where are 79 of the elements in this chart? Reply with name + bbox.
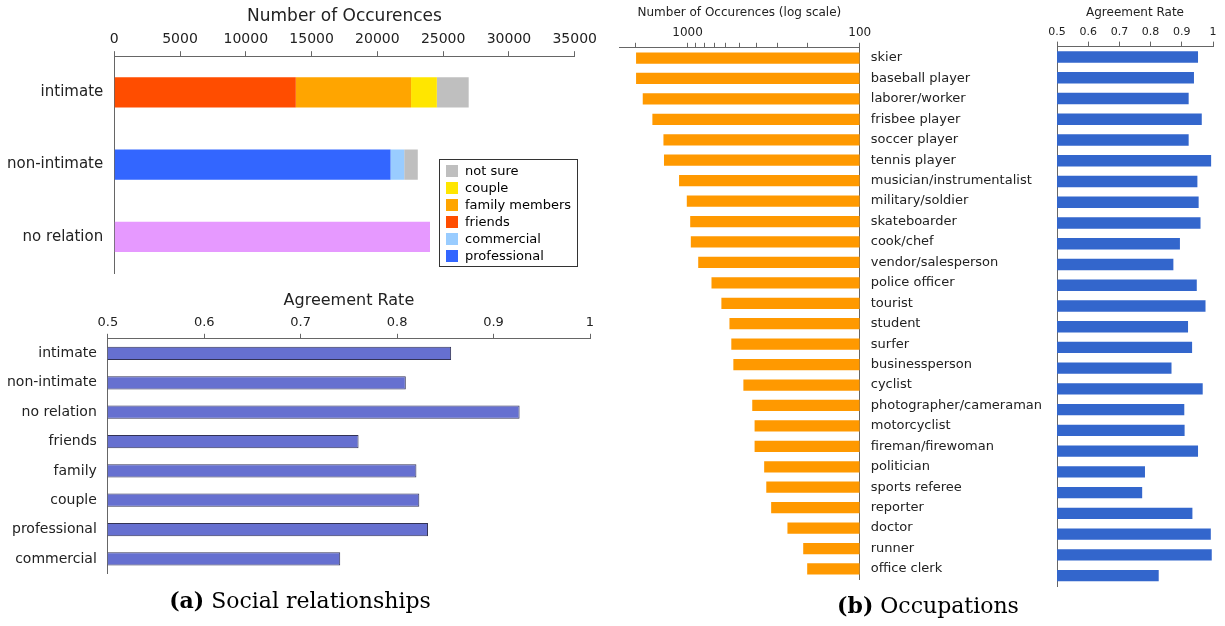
y-tick-label: surfer <box>870 335 910 351</box>
x-tick-label: 0.5 <box>97 314 119 330</box>
y-tick-label: motorcyclist <box>870 417 951 433</box>
x-axis-title: Agreement Rate <box>1086 5 1184 20</box>
bar <box>114 149 391 180</box>
x-tick-label: 0.6 <box>1079 24 1097 38</box>
y-tick-label: couple <box>50 490 97 507</box>
legend-label: couple <box>465 180 509 195</box>
x-tick-label: 0.7 <box>1110 24 1129 38</box>
x-tick-label: 20000 <box>355 30 400 47</box>
x-axis-title: Number of Occurences (log scale) <box>637 5 842 20</box>
y-tick-label: baseball player <box>870 69 971 85</box>
x-tick-label: 15000 <box>289 30 334 47</box>
x-tick-label: 0.8 <box>1141 24 1160 38</box>
legend-label: not sure <box>465 163 519 178</box>
x-tick-label: 0.7 <box>290 314 312 330</box>
y-tick-label: tourist <box>870 294 913 310</box>
y-tick-label: musician/instrumentalist <box>870 172 1032 188</box>
y-tick-label: commercial <box>15 549 97 566</box>
x-tick-label: 0.8 <box>386 314 408 330</box>
y-tick-label: fireman/firewoman <box>870 437 994 453</box>
y-tick-label: cyclist <box>870 376 912 392</box>
y-tick-label: photographer/cameraman <box>870 396 1043 412</box>
y-tick-label: cook/chef <box>870 233 935 249</box>
x-tick-label: 0.6 <box>193 314 215 330</box>
y-tick-label: tennis player <box>870 151 957 167</box>
bar <box>114 221 431 253</box>
y-tick-label: student <box>870 315 921 331</box>
text: (b) Occupations <box>837 592 1019 618</box>
x-tick-label: 35000 <box>552 30 598 47</box>
legend-label: commercial <box>465 231 541 246</box>
y-tick-label: non-intimate <box>6 154 104 173</box>
y-tick-label: frisbee player <box>870 110 961 126</box>
legend-label: professional <box>465 248 544 263</box>
y-tick-label: family <box>53 461 97 478</box>
y-tick-label: intimate <box>40 82 104 101</box>
y-tick-label: vendor/salesperson <box>870 253 999 269</box>
y-tick-label: office clerk <box>870 560 943 576</box>
y-tick-label: skateboarder <box>870 212 958 228</box>
x-tick-label: 1 <box>1209 24 1217 38</box>
y-tick-label: soccer player <box>870 131 959 147</box>
y-tick-label: politician <box>870 458 930 474</box>
y-tick-label: no relation <box>21 402 97 419</box>
y-tick-label: non-intimate <box>7 373 97 390</box>
y-tick-label: military/soldier <box>870 192 969 208</box>
x-tick-label: 1 <box>585 314 595 330</box>
y-tick-label: intimate <box>38 344 97 361</box>
x-axis-title: Number of Occurences <box>247 4 443 25</box>
y-tick-label: professional <box>12 520 97 537</box>
x-tick-label: 100 <box>848 24 872 39</box>
x-tick-label: 0.5 <box>1048 24 1066 38</box>
x-tick-label: 0.9 <box>483 314 504 330</box>
bar <box>390 149 405 180</box>
x-tick-label: 5000 <box>162 30 198 47</box>
x-tick-label: 10000 <box>223 30 269 47</box>
bar <box>411 77 437 108</box>
x-tick-label: 0 <box>109 30 119 47</box>
y-tick-label: skier <box>870 49 903 65</box>
y-tick-label: no relation <box>22 226 104 245</box>
y-tick-label: doctor <box>870 519 914 535</box>
legend-label: family members <box>465 197 571 212</box>
x-tick-label: 25000 <box>420 30 466 47</box>
y-tick-label: sports referee <box>870 478 962 494</box>
x-axis-title: Agreement Rate <box>283 289 415 309</box>
bar <box>404 149 418 180</box>
y-tick-label: police officer <box>870 274 956 290</box>
y-tick-label: laborer/worker <box>870 90 967 106</box>
bar <box>114 77 296 108</box>
y-tick-label: businessperson <box>870 355 973 371</box>
text: (a) Social relationships <box>169 587 431 613</box>
bar <box>295 77 412 108</box>
y-tick-label: reporter <box>870 499 925 515</box>
bar <box>436 77 469 108</box>
y-tick-label: runner <box>870 539 915 555</box>
x-tick-label: 0.9 <box>1173 24 1191 38</box>
legend-label: friends <box>465 214 510 229</box>
y-tick-label: friends <box>48 432 97 449</box>
x-tick-label: 1000 <box>672 24 703 39</box>
x-tick-label: 30000 <box>486 30 532 47</box>
